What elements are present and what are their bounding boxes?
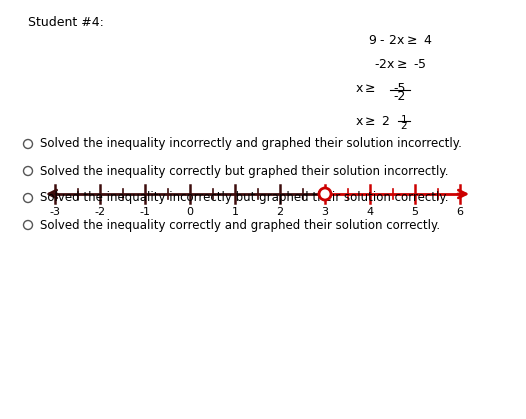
Text: -5: -5 xyxy=(394,82,406,95)
Text: 1: 1 xyxy=(231,207,238,217)
Text: 6: 6 xyxy=(457,207,463,217)
Text: -3: -3 xyxy=(49,207,60,217)
Text: -2: -2 xyxy=(95,207,106,217)
Circle shape xyxy=(319,188,331,200)
Text: Solved the inequality correctly but graphed their solution incorrectly.: Solved the inequality correctly but grap… xyxy=(40,165,449,178)
Circle shape xyxy=(24,140,33,148)
Text: -1: -1 xyxy=(139,207,150,217)
Text: Solved the inequality incorrectly but graphed their solution correctly.: Solved the inequality incorrectly but gr… xyxy=(40,191,449,204)
Text: 3: 3 xyxy=(321,207,329,217)
Text: 1: 1 xyxy=(401,115,407,125)
Text: 4: 4 xyxy=(367,207,373,217)
Text: 2: 2 xyxy=(277,207,284,217)
Text: 0: 0 xyxy=(187,207,194,217)
Text: Solved the inequality incorrectly and graphed their solution incorrectly.: Solved the inequality incorrectly and gr… xyxy=(40,137,462,150)
Circle shape xyxy=(24,166,33,176)
Circle shape xyxy=(24,220,33,230)
Circle shape xyxy=(24,194,33,202)
Text: x$\geq$: x$\geq$ xyxy=(355,82,376,95)
Text: 2: 2 xyxy=(401,121,407,131)
Text: 5: 5 xyxy=(411,207,419,217)
Text: x$\geq$ 2: x$\geq$ 2 xyxy=(355,115,390,128)
Text: -2x$\geq$ -5: -2x$\geq$ -5 xyxy=(373,58,426,71)
Text: 9 - 2x$\geq$ 4: 9 - 2x$\geq$ 4 xyxy=(368,34,432,47)
Text: Student #4:: Student #4: xyxy=(28,16,104,29)
Text: Solved the inequality correctly and graphed their solution correctly.: Solved the inequality correctly and grap… xyxy=(40,218,440,232)
Text: -2: -2 xyxy=(394,90,406,103)
